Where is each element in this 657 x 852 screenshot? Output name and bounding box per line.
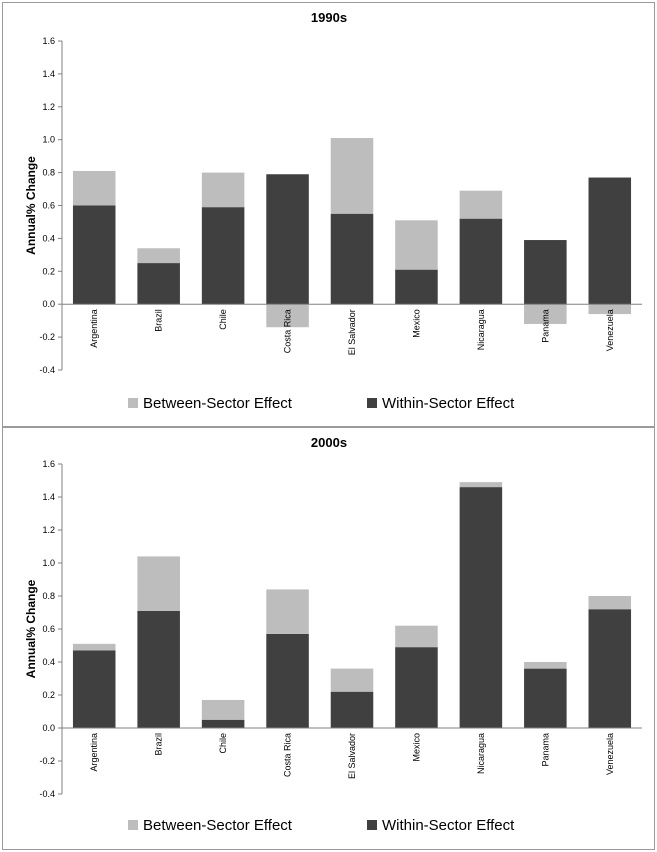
- bar-within-costa-rica: [266, 633, 309, 728]
- y-tick-label: 0.2: [42, 266, 55, 276]
- bar-within-costa-rica: [266, 174, 309, 305]
- bar-between-costa-rica: [266, 304, 309, 328]
- y-tick-label: 0.6: [42, 624, 55, 634]
- category-label: Chile: [218, 309, 228, 330]
- legend-swatch-within: [367, 398, 377, 408]
- chart-1990s-svg: 1990s Annual% Change 1.6 1.4 1.2 1.0 0.8 0.6 0.4…: [24, 10, 642, 412]
- category-label: Mexico: [411, 733, 421, 762]
- legend-label-between: Between-Sector Effect: [143, 817, 293, 834]
- chart-2000s-svg: 2000s Annual% Change 1.6 1.4 1.2 1.0 0.8 0.6 0.4…: [24, 435, 642, 834]
- bar-between-costa-rica: [266, 589, 309, 634]
- category-label: Nicaragua: [476, 309, 486, 350]
- category-label: Chile: [218, 733, 228, 754]
- bar-within-venezuela: [588, 609, 632, 728]
- category-label: Mexico: [411, 309, 421, 338]
- y-tick-label: 0.0: [42, 299, 55, 309]
- y-tick-label: 1.6: [42, 459, 55, 469]
- bar-between-nicaragua: [459, 190, 503, 219]
- category-label: Panama: [540, 733, 550, 767]
- y-tick-label: 1.6: [42, 36, 55, 46]
- y-tick-label: 1.2: [42, 102, 55, 112]
- chart-title: 2000s: [311, 435, 347, 450]
- category-label: Panama: [540, 309, 550, 343]
- bar-within-panama: [524, 240, 567, 305]
- category-label: El Salvador: [347, 733, 357, 779]
- bar-between-el-salvador: [330, 138, 374, 214]
- bar-within-argentina: [72, 650, 116, 728]
- y-tick-label: 1.2: [42, 525, 55, 535]
- bar-between-argentina: [72, 643, 116, 651]
- y-axis-label: Annual% Change: [24, 156, 38, 255]
- legend-swatch-between: [128, 398, 138, 408]
- category-label: Venezuela: [605, 733, 615, 775]
- bar-within-brazil: [137, 263, 180, 305]
- y-tick-label: 0.8: [42, 591, 55, 601]
- y-tick-label: 0.2: [42, 690, 55, 700]
- category-label: Venezuela: [605, 309, 615, 351]
- chart-title: 1990s: [311, 10, 347, 25]
- bar-between-venezuela: [588, 596, 632, 610]
- y-tick-label: 1.0: [42, 558, 55, 568]
- legend-swatch-between: [128, 820, 138, 830]
- bar-between-venezuela: [588, 304, 632, 315]
- y-tick-label: 0.4: [42, 657, 55, 667]
- chart-legend: Between-Sector Effect Within-Sector Effec…: [128, 395, 515, 412]
- bar-between-el-salvador: [330, 668, 374, 692]
- category-label: Costa Rica: [283, 309, 293, 353]
- legend-label-between: Between-Sector Effect: [143, 395, 293, 412]
- category-label: Costa Rica: [283, 733, 293, 777]
- legend-label-within: Within-Sector Effect: [382, 817, 515, 834]
- y-tick-label: 1.4: [42, 492, 55, 502]
- bar-between-panama: [524, 304, 567, 324]
- bar-within-venezuela: [588, 177, 632, 305]
- bar-within-mexico: [395, 647, 438, 728]
- legend-label-within: Within-Sector Effect: [382, 395, 515, 412]
- y-tick-label: 0.6: [42, 201, 55, 211]
- y-tick-label: 1.0: [42, 135, 55, 145]
- bar-between-nicaragua: [459, 482, 503, 488]
- y-tick-label: 0.4: [42, 233, 55, 243]
- category-label: Brazil: [154, 309, 164, 332]
- y-tick-label: 0.0: [42, 723, 55, 733]
- bar-between-mexico: [395, 220, 438, 270]
- bar-within-nicaragua: [459, 487, 503, 728]
- bar-within-brazil: [137, 610, 180, 728]
- bar-within-el-salvador: [330, 213, 374, 305]
- bar-between-panama: [524, 662, 567, 669]
- bar-between-brazil: [137, 248, 180, 264]
- bar-within-chile: [201, 207, 245, 305]
- bar-between-mexico: [395, 625, 438, 648]
- y-axis-label: Annual% Change: [24, 579, 38, 678]
- bar-between-chile: [201, 699, 245, 720]
- category-label: Nicaragua: [476, 733, 486, 774]
- bar-within-panama: [524, 668, 567, 728]
- bar-within-nicaragua: [459, 218, 503, 305]
- chart-legend: Between-Sector Effect Within-Sector Effec…: [128, 817, 515, 834]
- category-label: Argentina: [89, 309, 99, 348]
- legend-swatch-within: [367, 820, 377, 830]
- bar-within-chile: [201, 719, 245, 728]
- bar-within-mexico: [395, 269, 438, 305]
- category-label: Brazil: [154, 733, 164, 756]
- chart-panel-1990s: 1990s Annual% Change 1.6 1.4 1.2 1.0 0.8 0.6 0.4…: [2, 2, 655, 427]
- chart-panel-2000s: 2000s Annual% Change 1.6 1.4 1.2 1.0 0.8 0.6 0.4…: [2, 427, 655, 850]
- category-label: El Salvador: [347, 309, 357, 355]
- bar-between-brazil: [137, 556, 180, 611]
- y-tick-label: -0.4: [39, 789, 55, 799]
- y-tick-label: -0.2: [39, 332, 55, 342]
- y-tick-label: 0.8: [42, 168, 55, 178]
- bar-within-el-salvador: [330, 691, 374, 728]
- category-label: Argentina: [89, 733, 99, 772]
- bar-between-argentina: [72, 170, 116, 206]
- y-tick-label: 1.4: [42, 69, 55, 79]
- y-tick-label: -0.2: [39, 756, 55, 766]
- bar-between-chile: [201, 172, 245, 208]
- bar-within-argentina: [72, 205, 116, 305]
- y-tick-label: -0.4: [39, 365, 55, 375]
